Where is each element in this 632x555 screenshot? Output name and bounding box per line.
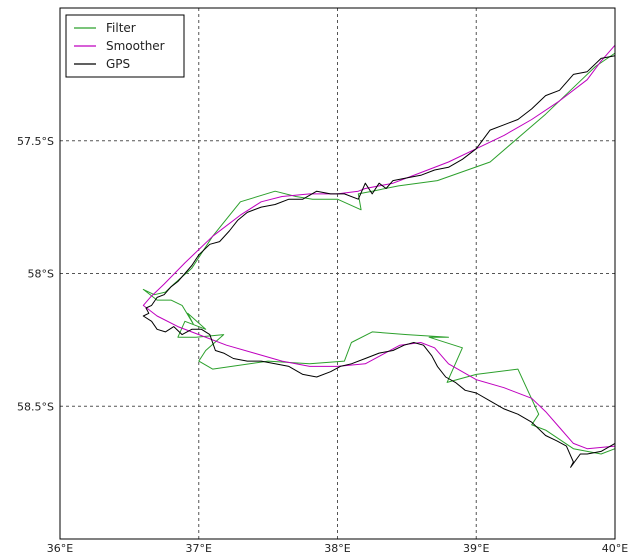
legend-label-smoother: Smoother — [106, 39, 165, 53]
y-tick-label: 58°S — [28, 268, 54, 281]
x-tick-label: 40°E — [602, 542, 628, 555]
series-line-gps — [142, 55, 616, 468]
tick-labels: 36°E 37°E 38°E 39°E 40°E 57.5°S 58°S 58.5°S — [17, 135, 628, 555]
series-line-smoother — [142, 44, 616, 450]
x-tick-label: 37°E — [186, 542, 212, 555]
legend: Filter Smoother GPS — [65, 14, 185, 78]
x-tick-label: 36°E — [47, 542, 73, 555]
plot-frame — [59, 7, 616, 540]
legend-label-gps: GPS — [106, 57, 130, 71]
y-tick-label: 58.5°S — [17, 400, 54, 413]
grid — [60, 8, 615, 539]
series-group — [142, 44, 616, 468]
x-tick-label: 38°E — [324, 542, 350, 555]
legend-label-filter: Filter — [106, 21, 136, 35]
series-line-filter — [142, 52, 616, 455]
y-tick-label: 57.5°S — [17, 135, 54, 148]
x-tick-label: 39°E — [463, 542, 489, 555]
